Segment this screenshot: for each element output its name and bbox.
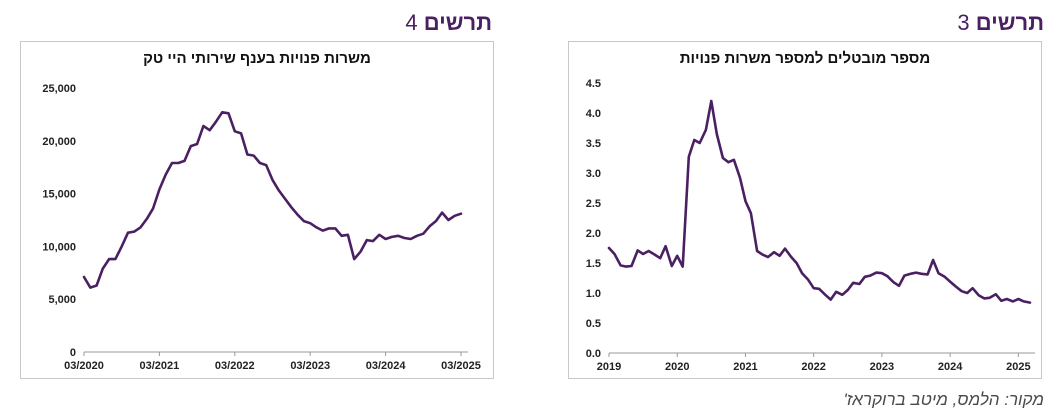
chart-hightech-vacancies: משרות פנויות בענף שירותי היי טק 0 5,000 10,… xyxy=(42,50,481,372)
chart-title: מספר מובטלים למספר משרות פנויות xyxy=(680,50,931,67)
y-tick-label: 3.0 xyxy=(586,168,601,180)
y-tick-label: 0.5 xyxy=(586,318,601,330)
y-tick-label: 0 xyxy=(70,347,76,359)
figure-4-label-number: 4 xyxy=(405,10,418,35)
y-tick-label: 15,000 xyxy=(42,189,76,201)
x-tick-label: 03/2022 xyxy=(215,360,255,372)
source-note: מקור: הלמס, מיטב ברוקראז' xyxy=(843,390,1044,409)
figure-4-label: תרשים 4 xyxy=(405,10,492,36)
y-tick-label: 1.0 xyxy=(586,288,601,300)
series-line xyxy=(607,99,1032,304)
figure-3-label-number: 3 xyxy=(957,10,970,35)
x-tick-label: 03/2021 xyxy=(140,360,180,372)
y-tick-label: 2.5 xyxy=(586,198,601,210)
x-tick-label: 2023 xyxy=(870,361,894,373)
chart-panel-unemployed-ratio: מספר מובטלים למספר משרות פנויות 0.0 0.5 1.0… xyxy=(568,41,1042,379)
y-tick-label: 5,000 xyxy=(48,294,76,306)
x-tick-label: 2024 xyxy=(938,361,963,373)
y-tick-label: 0.0 xyxy=(586,348,601,360)
chart-title: משרות פנויות בענף שירותי היי טק xyxy=(143,50,371,67)
x-tick-label: 2022 xyxy=(801,361,825,373)
x-tick-label: 2025 xyxy=(1006,361,1030,373)
x-tick-label: 03/2023 xyxy=(290,360,330,372)
y-tick-label: 20,000 xyxy=(42,136,76,148)
x-tick-label: 03/2025 xyxy=(441,360,481,372)
x-tick-label: 2020 xyxy=(665,361,689,373)
figure-4-label-word: תרשים xyxy=(423,10,492,35)
y-tick-label: 4.0 xyxy=(586,108,601,120)
y-tick-label: 3.5 xyxy=(586,138,601,150)
x-tick-label: 03/2024 xyxy=(366,360,407,372)
x-tick-label: 2019 xyxy=(597,361,621,373)
series-line xyxy=(82,111,463,289)
y-tick-label: 1.5 xyxy=(586,258,601,270)
y-tick-label: 2.0 xyxy=(586,228,601,240)
figure-3-label: תרשים 3 xyxy=(957,10,1044,36)
figure-3-label-word: תרשים xyxy=(975,10,1044,35)
chart-panel-hightech-vacancies: משרות פנויות בענף שירותי היי טק 0 5,000 10,… xyxy=(20,41,494,379)
y-tick-label: 10,000 xyxy=(42,241,76,253)
x-tick-label: 03/2020 xyxy=(64,360,104,372)
y-tick-label: 4.5 xyxy=(586,78,601,90)
y-tick-label: 25,000 xyxy=(42,83,76,95)
chart-unemployed-per-vacancy: מספר מובטלים למספר משרות פנויות 0.0 0.5 1.0… xyxy=(586,50,1035,373)
x-tick-label: 2021 xyxy=(733,361,757,373)
